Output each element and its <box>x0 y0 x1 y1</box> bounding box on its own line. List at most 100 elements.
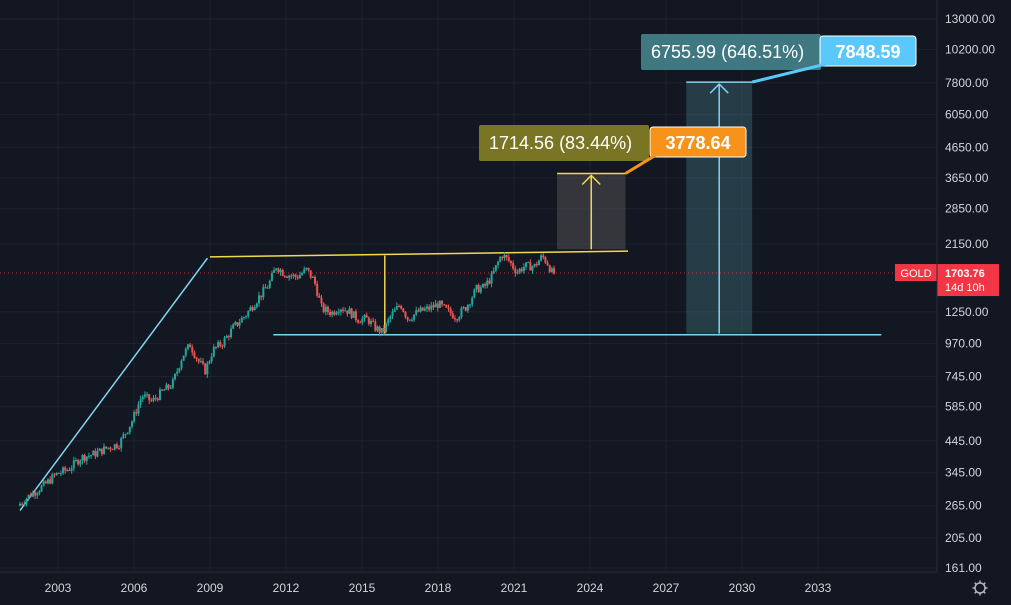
candle-body <box>184 348 187 356</box>
candle-body <box>68 470 71 472</box>
candle-body <box>294 274 297 278</box>
blue-projection-label-badge <box>819 35 917 67</box>
candle-body <box>137 404 140 414</box>
candle-body <box>193 352 196 358</box>
candle-body <box>221 345 224 347</box>
candle-body <box>36 493 39 496</box>
candle-body <box>316 283 319 296</box>
axes: 13000.00 10200.00 7800.00 6050.00 4650.00 365… <box>0 0 995 596</box>
candle-body <box>197 359 200 362</box>
time-axis-label: 2024 <box>577 581 604 595</box>
candle-body <box>369 320 372 324</box>
candle-body <box>432 305 435 308</box>
candle-body <box>44 481 47 484</box>
candle-body <box>34 492 37 496</box>
candle-body <box>540 255 543 261</box>
candle-body <box>318 295 321 298</box>
candle-body <box>436 303 439 308</box>
projection-yellow-arrow-head <box>581 174 601 186</box>
price-axis-label: 205.00 <box>945 531 982 545</box>
candle-body <box>96 451 99 457</box>
gear-icon[interactable] <box>972 580 988 596</box>
candle-body <box>87 455 90 457</box>
candle-body <box>365 315 368 318</box>
candle-body <box>516 272 519 274</box>
candle-body <box>374 321 377 331</box>
time-axis-label: 2012 <box>273 581 300 595</box>
candle-body <box>460 308 463 318</box>
yellow-projection-label-pointer <box>624 153 657 175</box>
candle-body <box>255 303 258 308</box>
candle-body <box>156 398 159 400</box>
candle-body <box>505 255 508 258</box>
candle-body <box>419 307 422 312</box>
candle-body <box>242 317 245 319</box>
drawing-lines <box>0 250 937 511</box>
price-axis-label: 161.00 <box>945 561 982 575</box>
yellow-projection-label-badge <box>649 126 747 158</box>
candle-body <box>322 303 325 312</box>
candle-body <box>342 309 344 311</box>
candle-body <box>83 455 86 461</box>
blue-projection-label-bg <box>641 34 821 70</box>
candle-body <box>98 448 101 452</box>
candle-body <box>367 317 370 324</box>
candle-body <box>314 276 317 284</box>
candle-body <box>320 297 323 304</box>
candle-body <box>527 262 530 264</box>
candle-body <box>174 373 177 380</box>
candle-body <box>525 262 528 267</box>
candle-body <box>329 311 332 315</box>
time-axis-label: 2006 <box>121 581 148 595</box>
candle-body <box>415 310 418 315</box>
price-axis-label: 2850.00 <box>945 202 989 216</box>
candle-body <box>38 491 41 494</box>
time-axis-label: 2015 <box>349 581 376 595</box>
candle-body <box>66 470 69 472</box>
candle-body <box>348 308 351 314</box>
candle-body <box>234 322 237 325</box>
candle-body <box>128 426 131 433</box>
candle-body <box>486 280 489 286</box>
candle-body <box>40 485 43 492</box>
candle-body <box>227 336 230 338</box>
price-axis-label: 970.00 <box>945 336 982 350</box>
candle-body <box>105 446 108 449</box>
candle-body <box>462 307 465 309</box>
last-price-tag: GOLD 1703.76 14d 10h <box>895 264 999 297</box>
candle-body <box>522 266 525 272</box>
candle-body <box>286 276 289 278</box>
candle-body <box>150 400 153 402</box>
candle-body <box>217 342 220 347</box>
price-axis-label: 1250.00 <box>945 305 989 319</box>
candle-body <box>307 267 310 271</box>
projection-blue-arrow-head <box>709 83 729 94</box>
price-tag-box <box>937 264 999 297</box>
price-axis-label: 345.00 <box>945 466 982 480</box>
candle-body <box>199 361 202 363</box>
time-axis-label: 2030 <box>729 581 756 595</box>
candle-body <box>107 447 110 449</box>
candle-body <box>167 384 170 388</box>
rising-trend-line <box>19 257 209 511</box>
candle-body <box>225 336 228 338</box>
candle-body <box>270 272 273 281</box>
candle-body <box>475 284 478 290</box>
candle-body <box>100 448 103 455</box>
candle-body <box>180 360 183 369</box>
candle-body <box>46 479 49 484</box>
candle-body <box>55 472 58 475</box>
candle-body <box>94 450 97 457</box>
candle-body <box>277 268 280 273</box>
candle-body <box>303 269 306 274</box>
candle-body <box>77 460 80 465</box>
candle-body <box>64 467 67 471</box>
candle-body <box>27 494 30 499</box>
candle-body <box>380 327 383 333</box>
time-axis-label: 2027 <box>653 581 680 595</box>
projection-layer <box>557 81 753 334</box>
candle-body <box>331 311 334 315</box>
